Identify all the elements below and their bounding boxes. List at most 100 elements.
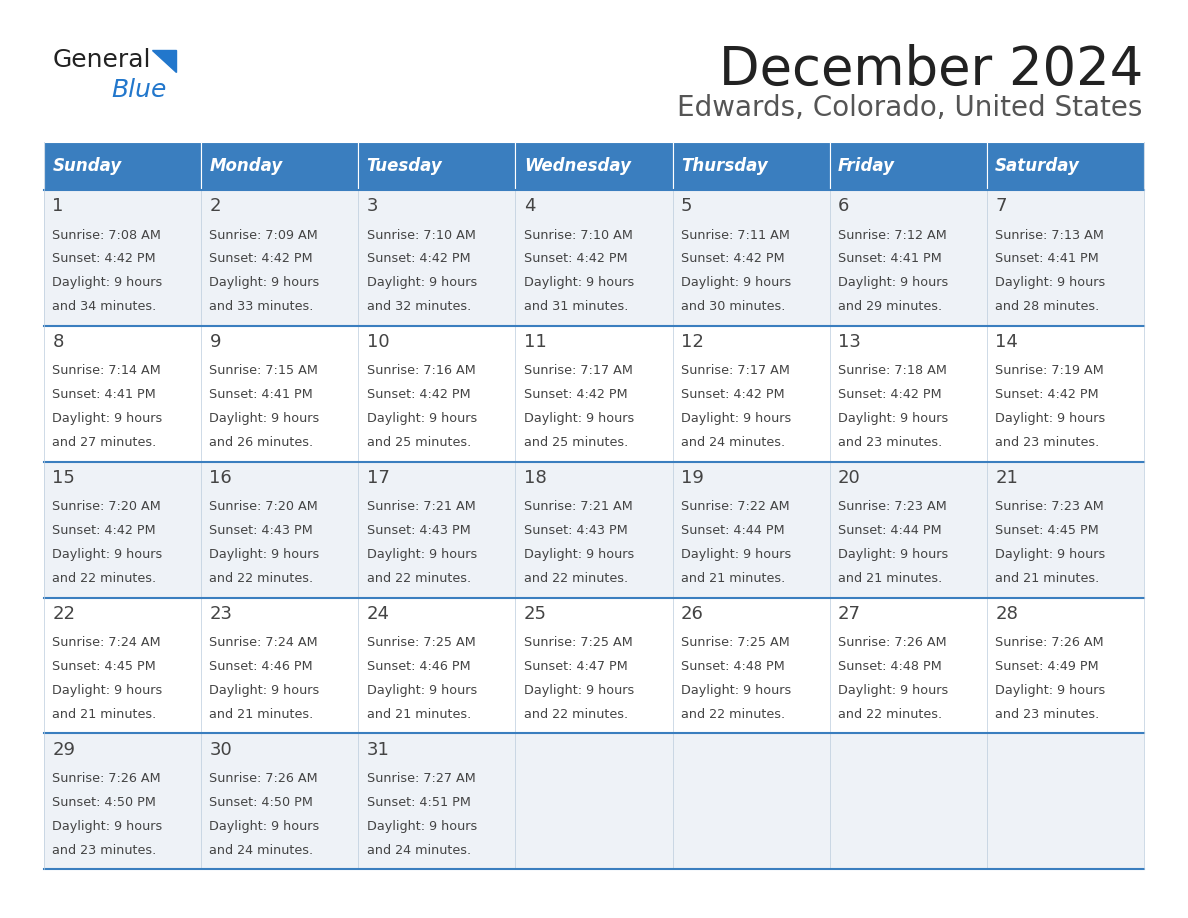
Text: Sunrise: 7:17 AM: Sunrise: 7:17 AM: [681, 364, 790, 377]
Text: Daylight: 9 hours: Daylight: 9 hours: [209, 412, 320, 425]
Text: Sunset: 4:42 PM: Sunset: 4:42 PM: [52, 524, 156, 537]
Text: 20: 20: [838, 469, 861, 487]
Text: Daylight: 9 hours: Daylight: 9 hours: [52, 276, 163, 289]
Text: Daylight: 9 hours: Daylight: 9 hours: [838, 412, 948, 425]
Text: Sunrise: 7:26 AM: Sunrise: 7:26 AM: [209, 772, 318, 785]
Text: Daylight: 9 hours: Daylight: 9 hours: [52, 820, 163, 833]
Text: Sunset: 4:50 PM: Sunset: 4:50 PM: [52, 796, 156, 809]
Text: and 22 minutes.: and 22 minutes.: [524, 572, 628, 585]
Text: 15: 15: [52, 469, 75, 487]
Text: Tuesday: Tuesday: [367, 157, 442, 175]
Bar: [829, 142, 987, 190]
Text: Daylight: 9 hours: Daylight: 9 hours: [209, 820, 320, 833]
Text: and 23 minutes.: and 23 minutes.: [996, 708, 1099, 721]
Text: 18: 18: [524, 469, 546, 487]
Text: Sunset: 4:48 PM: Sunset: 4:48 PM: [681, 660, 784, 673]
Text: and 23 minutes.: and 23 minutes.: [52, 844, 157, 856]
Text: Sunrise: 7:11 AM: Sunrise: 7:11 AM: [681, 229, 790, 241]
Text: General: General: [52, 48, 151, 72]
Text: and 29 minutes.: and 29 minutes.: [838, 300, 942, 313]
Text: 22: 22: [52, 605, 75, 623]
Text: and 21 minutes.: and 21 minutes.: [838, 572, 942, 585]
Text: Sunrise: 7:15 AM: Sunrise: 7:15 AM: [209, 364, 318, 377]
Text: Sunset: 4:41 PM: Sunset: 4:41 PM: [838, 252, 942, 265]
Text: Sunrise: 7:19 AM: Sunrise: 7:19 AM: [996, 364, 1104, 377]
Text: Daylight: 9 hours: Daylight: 9 hours: [838, 684, 948, 697]
Text: Daylight: 9 hours: Daylight: 9 hours: [681, 276, 791, 289]
Text: Daylight: 9 hours: Daylight: 9 hours: [524, 276, 634, 289]
Text: Daylight: 9 hours: Daylight: 9 hours: [838, 548, 948, 561]
Text: Daylight: 9 hours: Daylight: 9 hours: [681, 548, 791, 561]
Text: 6: 6: [838, 197, 849, 216]
Text: Sunset: 4:42 PM: Sunset: 4:42 PM: [524, 388, 627, 401]
Text: 3: 3: [367, 197, 378, 216]
Text: Sunrise: 7:24 AM: Sunrise: 7:24 AM: [52, 636, 160, 649]
Text: Sunrise: 7:25 AM: Sunrise: 7:25 AM: [524, 636, 632, 649]
Text: Sunset: 4:42 PM: Sunset: 4:42 PM: [209, 252, 314, 265]
Text: Daylight: 9 hours: Daylight: 9 hours: [52, 548, 163, 561]
Text: Sunset: 4:43 PM: Sunset: 4:43 PM: [209, 524, 314, 537]
Text: 29: 29: [52, 741, 75, 759]
Text: Sunset: 4:41 PM: Sunset: 4:41 PM: [996, 252, 1099, 265]
Text: Daylight: 9 hours: Daylight: 9 hours: [524, 548, 634, 561]
Text: 28: 28: [996, 605, 1018, 623]
Text: Daylight: 9 hours: Daylight: 9 hours: [838, 276, 948, 289]
Text: Sunset: 4:42 PM: Sunset: 4:42 PM: [52, 252, 156, 265]
Text: Edwards, Colorado, United States: Edwards, Colorado, United States: [677, 94, 1143, 122]
Text: Daylight: 9 hours: Daylight: 9 hours: [367, 548, 476, 561]
Text: Sunrise: 7:25 AM: Sunrise: 7:25 AM: [367, 636, 475, 649]
Text: 31: 31: [367, 741, 390, 759]
Text: and 22 minutes.: and 22 minutes.: [52, 572, 157, 585]
Text: and 27 minutes.: and 27 minutes.: [52, 436, 157, 449]
Text: and 25 minutes.: and 25 minutes.: [524, 436, 628, 449]
Text: Daylight: 9 hours: Daylight: 9 hours: [209, 684, 320, 697]
Text: and 21 minutes.: and 21 minutes.: [367, 708, 470, 721]
Text: and 22 minutes.: and 22 minutes.: [838, 708, 942, 721]
Text: Sunrise: 7:24 AM: Sunrise: 7:24 AM: [209, 636, 318, 649]
Text: 24: 24: [367, 605, 390, 623]
Text: 9: 9: [209, 333, 221, 352]
Text: Sunset: 4:41 PM: Sunset: 4:41 PM: [52, 388, 156, 401]
Text: Sunrise: 7:21 AM: Sunrise: 7:21 AM: [367, 500, 475, 513]
Text: Sunrise: 7:13 AM: Sunrise: 7:13 AM: [996, 229, 1104, 241]
Text: Sunrise: 7:20 AM: Sunrise: 7:20 AM: [209, 500, 318, 513]
Bar: [516, 142, 672, 190]
Text: Sunset: 4:42 PM: Sunset: 4:42 PM: [996, 388, 1099, 401]
Text: Blue: Blue: [112, 78, 168, 102]
Bar: [201, 142, 359, 190]
Text: 17: 17: [367, 469, 390, 487]
Bar: [987, 142, 1144, 190]
Text: Sunset: 4:51 PM: Sunset: 4:51 PM: [367, 796, 470, 809]
Text: Daylight: 9 hours: Daylight: 9 hours: [52, 412, 163, 425]
Text: 13: 13: [838, 333, 861, 352]
Text: Sunset: 4:45 PM: Sunset: 4:45 PM: [996, 524, 1099, 537]
Text: Sunrise: 7:17 AM: Sunrise: 7:17 AM: [524, 364, 633, 377]
Text: Sunset: 4:42 PM: Sunset: 4:42 PM: [681, 252, 784, 265]
Text: and 30 minutes.: and 30 minutes.: [681, 300, 785, 313]
Text: Daylight: 9 hours: Daylight: 9 hours: [209, 276, 320, 289]
Text: and 21 minutes.: and 21 minutes.: [209, 708, 314, 721]
Text: Daylight: 9 hours: Daylight: 9 hours: [367, 684, 476, 697]
Text: Sunrise: 7:21 AM: Sunrise: 7:21 AM: [524, 500, 632, 513]
Text: 11: 11: [524, 333, 546, 352]
Text: Sunrise: 7:12 AM: Sunrise: 7:12 AM: [838, 229, 947, 241]
Text: Daylight: 9 hours: Daylight: 9 hours: [996, 684, 1106, 697]
Text: Sunset: 4:49 PM: Sunset: 4:49 PM: [996, 660, 1099, 673]
Bar: [44, 462, 1144, 598]
Bar: [44, 733, 1144, 869]
Text: and 32 minutes.: and 32 minutes.: [367, 300, 470, 313]
Text: and 21 minutes.: and 21 minutes.: [996, 572, 1099, 585]
Text: and 25 minutes.: and 25 minutes.: [367, 436, 470, 449]
Text: Sunrise: 7:08 AM: Sunrise: 7:08 AM: [52, 229, 162, 241]
Text: and 21 minutes.: and 21 minutes.: [52, 708, 157, 721]
Text: Daylight: 9 hours: Daylight: 9 hours: [367, 276, 476, 289]
Text: December 2024: December 2024: [719, 44, 1143, 96]
Text: Sunrise: 7:23 AM: Sunrise: 7:23 AM: [996, 500, 1104, 513]
Text: 27: 27: [838, 605, 861, 623]
Polygon shape: [152, 50, 176, 72]
Text: 23: 23: [209, 605, 233, 623]
Text: Sunset: 4:44 PM: Sunset: 4:44 PM: [681, 524, 784, 537]
Text: Sunrise: 7:18 AM: Sunrise: 7:18 AM: [838, 364, 947, 377]
Text: Sunday: Sunday: [52, 157, 121, 175]
Text: Daylight: 9 hours: Daylight: 9 hours: [681, 684, 791, 697]
